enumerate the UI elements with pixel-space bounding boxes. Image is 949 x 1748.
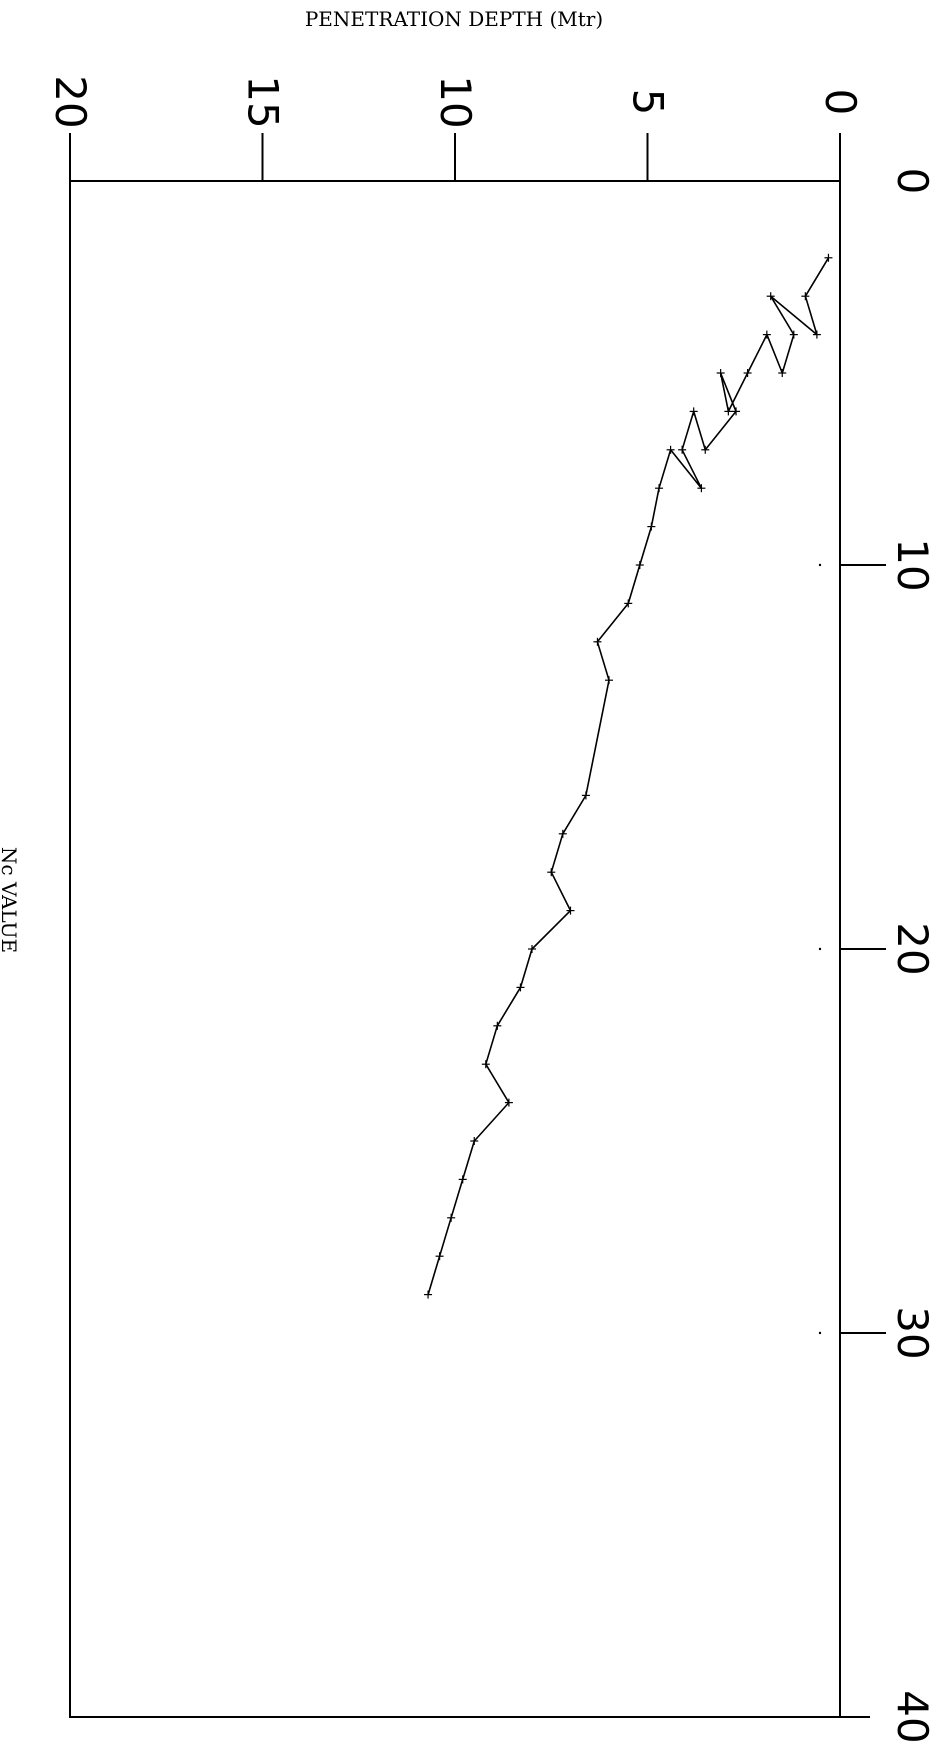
data-point-17 [647,522,656,531]
depth-tick-dot-10 [818,563,822,567]
data-point-7 [743,369,752,377]
series-line [427,257,830,1295]
y-axis-title: Nc VALUE [0,847,21,953]
data-point-11 [701,445,710,454]
nc-tick-label-20: 20 [46,75,95,128]
data-series [424,253,833,1299]
data-point-16 [655,484,664,493]
nc-tick-label-5: 5 [624,89,673,116]
data-point-8 [724,407,733,416]
depth-tick-label-0: 0 [888,168,937,195]
depth-tick-label-20: 20 [888,922,937,975]
nc-tick-label-10: 10 [431,75,480,128]
data-point-12 [689,407,698,416]
depth-tick-label-10: 10 [888,538,937,591]
nc-tick-label-0: 0 [816,89,865,116]
data-point-31 [470,1137,479,1145]
data-point-0 [824,253,833,262]
data-point-30 [504,1098,513,1107]
data-point-23 [558,829,567,838]
data-point-14 [697,484,706,493]
x-axis-title: PENETRATION DEPTH (Mtr) [305,7,603,31]
data-point-35 [424,1290,433,1299]
data-point-28 [493,1021,502,1030]
data-point-25 [566,906,575,915]
data-point-21 [605,676,613,685]
depth-tick-label-30: 30 [888,1306,937,1359]
data-point-32 [458,1175,467,1184]
depth-tick-dot-30 [818,1331,822,1335]
data-point-26 [528,945,536,953]
data-point-29 [481,1060,490,1069]
data-point-18 [635,561,644,569]
data-point-1 [801,292,810,301]
data-point-9 [716,369,725,377]
data-point-13 [678,445,687,454]
depth-tick-label-40: 40 [888,1690,937,1743]
data-point-34 [435,1252,444,1261]
data-point-19 [624,599,633,608]
data-point-24 [547,868,556,877]
tick-labels: 0 5 10 15 20 0 10 20 30 40 [46,75,937,1743]
data-point-3 [766,292,775,301]
nc-tick-label-15: 15 [239,75,288,128]
data-point-4 [789,330,798,339]
data-point-27 [516,983,525,992]
axis-ticks [69,133,886,1718]
data-point-5 [778,369,787,377]
data-point-22 [581,791,590,800]
data-point-2 [812,330,821,339]
data-point-20 [593,637,602,646]
data-point-33 [447,1213,456,1222]
data-point-10 [732,407,741,416]
data-point-6 [762,330,771,339]
depth-tick-dot-20 [818,947,822,951]
data-point-15 [666,445,675,454]
